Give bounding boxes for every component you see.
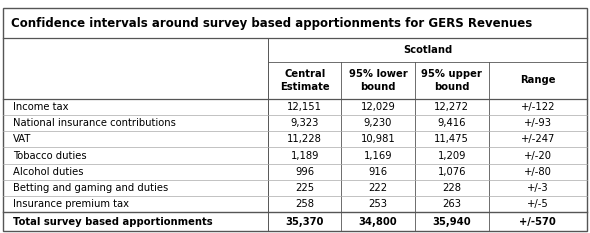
Text: 1,169: 1,169: [363, 151, 392, 161]
Text: 253: 253: [368, 199, 388, 209]
Text: 9,416: 9,416: [437, 118, 466, 128]
Text: 222: 222: [368, 183, 388, 193]
Text: Range: Range: [520, 75, 556, 85]
Text: 12,151: 12,151: [287, 102, 322, 112]
Text: +/-80: +/-80: [524, 167, 552, 177]
Text: Scotland: Scotland: [403, 45, 453, 55]
Text: Tobacco duties: Tobacco duties: [13, 151, 87, 161]
Text: 9,323: 9,323: [290, 118, 319, 128]
Text: 1,076: 1,076: [437, 167, 466, 177]
Text: +/-3: +/-3: [527, 183, 549, 193]
Text: +/-20: +/-20: [524, 151, 552, 161]
Text: 258: 258: [295, 199, 314, 209]
Text: 11,228: 11,228: [287, 134, 322, 144]
Text: National insurance contributions: National insurance contributions: [13, 118, 176, 128]
Text: 34,800: 34,800: [359, 217, 397, 226]
Text: VAT: VAT: [13, 134, 31, 144]
Text: 35,940: 35,940: [432, 217, 471, 226]
Text: +/-93: +/-93: [524, 118, 552, 128]
Text: 225: 225: [295, 183, 314, 193]
Text: Total survey based apportionments: Total survey based apportionments: [13, 217, 212, 226]
Text: 263: 263: [442, 199, 461, 209]
Text: Central
Estimate: Central Estimate: [280, 69, 330, 92]
Text: +/-122: +/-122: [520, 102, 555, 112]
Text: Alcohol duties: Alcohol duties: [13, 167, 83, 177]
Text: 996: 996: [295, 167, 314, 177]
Text: 10,981: 10,981: [360, 134, 395, 144]
Text: 916: 916: [368, 167, 388, 177]
Text: +/-247: +/-247: [520, 134, 555, 144]
Text: 95% upper
bound: 95% upper bound: [421, 69, 482, 92]
Text: 12,272: 12,272: [434, 102, 469, 112]
Text: 95% lower
bound: 95% lower bound: [349, 69, 407, 92]
Text: Betting and gaming and duties: Betting and gaming and duties: [13, 183, 168, 193]
Text: +/-5: +/-5: [527, 199, 549, 209]
Text: 1,209: 1,209: [437, 151, 466, 161]
Text: 228: 228: [442, 183, 461, 193]
Text: 9,230: 9,230: [363, 118, 392, 128]
Text: 35,370: 35,370: [286, 217, 324, 226]
Text: Confidence intervals around survey based apportionments for GERS Revenues: Confidence intervals around survey based…: [11, 17, 532, 30]
Text: +/-570: +/-570: [519, 217, 556, 226]
Text: Income tax: Income tax: [13, 102, 68, 112]
Text: 11,475: 11,475: [434, 134, 469, 144]
Text: 1,189: 1,189: [290, 151, 319, 161]
Text: 12,029: 12,029: [360, 102, 395, 112]
Text: Insurance premium tax: Insurance premium tax: [13, 199, 129, 209]
